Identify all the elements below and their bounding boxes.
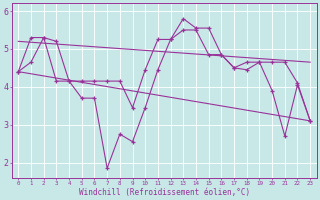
X-axis label: Windchill (Refroidissement éolien,°C): Windchill (Refroidissement éolien,°C) xyxy=(79,188,250,197)
